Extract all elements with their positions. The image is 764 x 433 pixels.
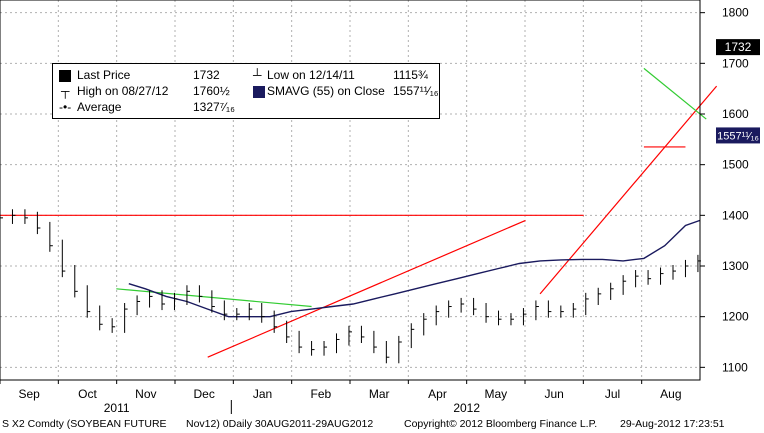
x-tick-label: Apr (428, 387, 447, 401)
marker-layer: 1732 1557¹¹⁄₁₆ (716, 39, 760, 144)
y-tick-label: 1500 (722, 158, 749, 172)
legend-high-value: 1760½ (193, 84, 230, 98)
footer-timestamp: 29-Aug-2012 17:23:51 (620, 418, 725, 430)
x-tick-label: Nov (135, 387, 156, 401)
y-tick-label: 1200 (722, 310, 749, 324)
x-tick-label: Jan (253, 387, 272, 401)
x-tick-label: Dec (193, 387, 214, 401)
legend-high-label: High on 08/27/12 (77, 84, 169, 98)
sma-layer (128, 219, 701, 318)
x-tick-label: May (484, 387, 507, 401)
legend-sma-value: 1557¹¹⁄₁₆ (393, 84, 439, 98)
chart-footer: S X2 Comdty (SOYBEAN FUTURE Nov12) 0Dail… (0, 414, 764, 433)
footer-ticker: S X2 Comdty (SOYBEAN FUTURE (2, 418, 167, 430)
legend-last-price-value: 1732 (193, 68, 220, 82)
channel-line (116, 288, 312, 308)
year-label: 2011 (104, 401, 130, 414)
y-tick-label: 1400 (722, 208, 749, 222)
legend-sma-label: SMAVG (55) on Close (267, 84, 385, 98)
y-tick-label: 1600 (722, 107, 749, 121)
average-marker-icon: -•- (59, 100, 72, 114)
y-tick-label: 1700 (722, 56, 749, 70)
y-tick-label: 1800 (722, 6, 749, 20)
legend-average-value: 1327⁷⁄₁₆ (193, 100, 235, 114)
channel-line (643, 67, 707, 120)
x-tick-label: Jul (605, 387, 620, 401)
trend-line (207, 219, 526, 358)
high-marker-icon: ┬ (61, 84, 70, 98)
legend-box: Last Price 1732 ┴ Low on 12/14/11 1115¾ … (52, 63, 440, 119)
legend-low-label: Low on 12/14/11 (267, 68, 355, 82)
last-price-label: 1732 (725, 40, 752, 54)
year-label: 2012 (453, 401, 480, 414)
axis-layer: 1100 1200 1300 1400 1500 1600 1700 1800 Sep Oct No… (0, 0, 749, 414)
y-tick-label: 1300 (722, 259, 749, 273)
legend-row-high: ┬ High on 08/27/12 1760½ SMAVG (55) on C… (53, 84, 439, 100)
x-tick-label: Jun (544, 387, 563, 401)
x-tick-label: Mar (369, 387, 390, 401)
legend-low-value: 1115¾ (393, 68, 428, 82)
legend-row-average: -•- Average 1327⁷⁄₁₆ (53, 100, 439, 116)
y-tick-label: 1100 (722, 360, 748, 374)
legend-last-price-label: Last Price (77, 68, 131, 82)
x-tick-label: Aug (660, 387, 681, 401)
sma-color-icon (253, 86, 265, 98)
last-price-icon (59, 70, 71, 82)
last-price-marker (716, 39, 760, 56)
sma-marker-label: 1557¹¹⁄₁₆ (717, 130, 759, 142)
legend-average-label: Average (77, 100, 122, 114)
sma-line (128, 219, 701, 318)
footer-range: Nov12) 0Daily 30AUG2011-29AUG2012 (186, 418, 374, 430)
x-tick-label: Oct (78, 387, 97, 401)
x-tick-label: Sep (18, 387, 40, 401)
low-marker-icon: ┴ (253, 68, 262, 82)
legend-row-last-price: Last Price 1732 ┴ Low on 12/14/11 1115¾ (53, 68, 439, 84)
footer-copyright: Copyright© 2012 Bloomberg Finance L.P. (404, 418, 598, 430)
x-tick-label: Feb (310, 387, 331, 401)
sma-marker (716, 127, 760, 144)
